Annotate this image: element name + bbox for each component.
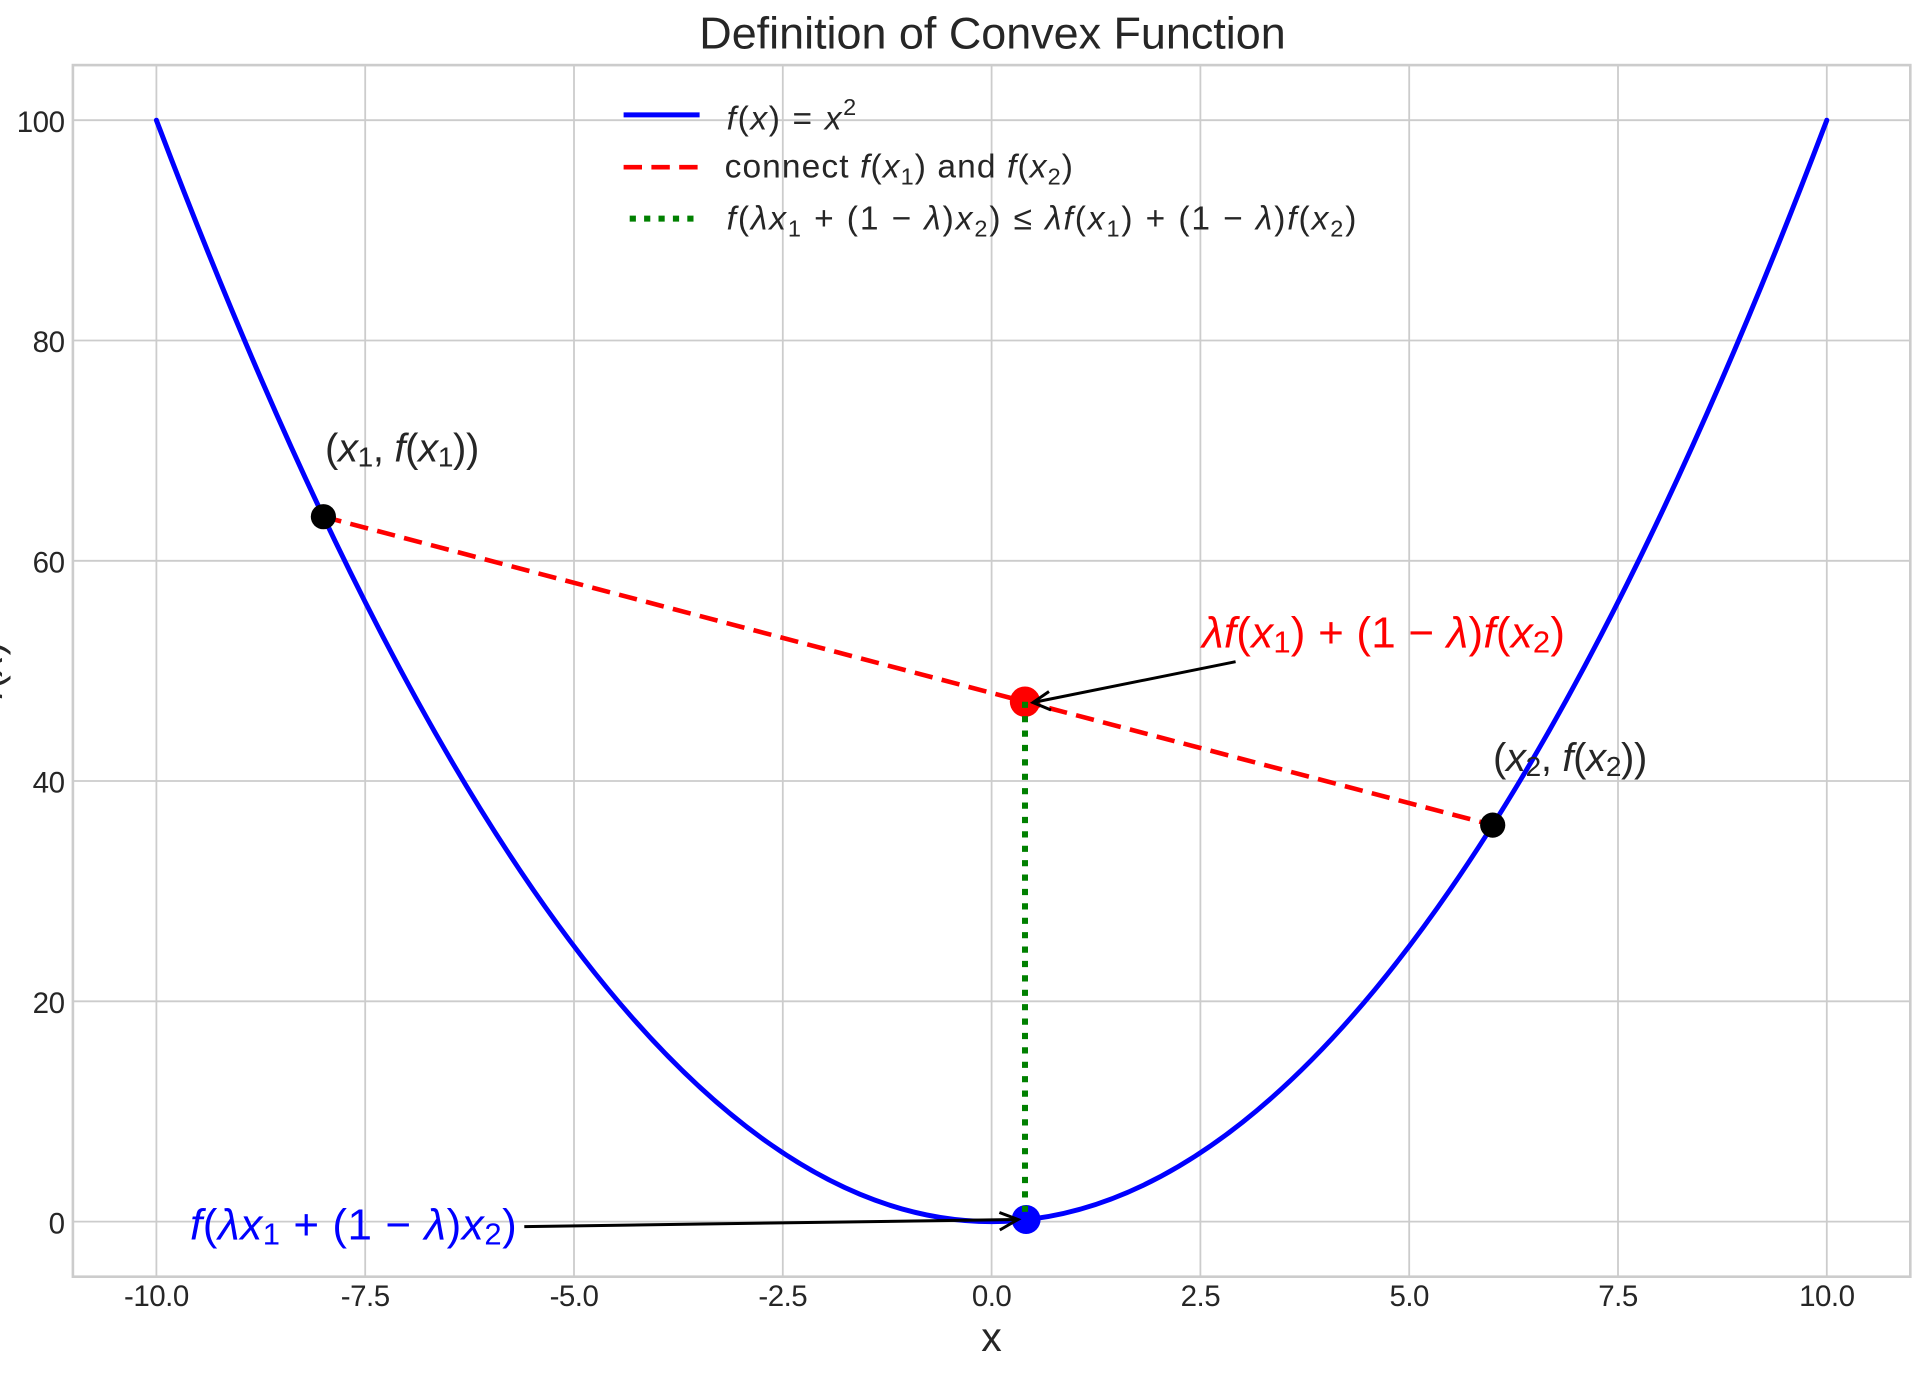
svg-text:5.0: 5.0 [1389, 1280, 1429, 1313]
svg-text:40: 40 [33, 767, 65, 800]
svg-text:λf(x1) + (1 − λ)f(x2): λf(x1) + (1 − λ)f(x2) [1200, 609, 1565, 660]
svg-text:-10.0: -10.0 [124, 1280, 189, 1313]
svg-text:0: 0 [49, 1207, 65, 1240]
svg-text:-7.5: -7.5 [341, 1280, 390, 1313]
svg-text:x: x [981, 1314, 1002, 1360]
svg-text:0.0: 0.0 [972, 1280, 1012, 1313]
svg-text:-2.5: -2.5 [758, 1280, 807, 1313]
svg-text:Definition of Convex Function: Definition of Convex Function [699, 7, 1285, 58]
svg-text:(x1, f(x1)): (x1, f(x1)) [325, 427, 479, 473]
svg-text:10.0: 10.0 [1799, 1280, 1855, 1313]
svg-text:(x2, f(x2)): (x2, f(x2)) [1493, 736, 1647, 782]
svg-text:f(λx1 + (1 − λ)x2) ≤ λf(x1) +: f(λx1 + (1 − λ)x2) ≤ λf(x1) + (1 − λ)f(x… [727, 201, 1359, 242]
svg-text:connect f(x1) and f(x2): connect f(x1) and f(x2) [725, 149, 1074, 190]
svg-text:7.5: 7.5 [1598, 1280, 1638, 1313]
svg-text:2.5: 2.5 [1181, 1280, 1221, 1313]
svg-text:100: 100 [17, 106, 65, 139]
svg-text:80: 80 [33, 326, 65, 359]
svg-text:f(x): f(x) [0, 642, 11, 700]
svg-text:20: 20 [33, 987, 65, 1020]
svg-text:-5.0: -5.0 [550, 1280, 599, 1313]
svg-text:f(λx1 + (1 − λ)x2): f(λx1 + (1 − λ)x2) [190, 1201, 517, 1252]
svg-text:f(x) = x2: f(x) = x2 [727, 94, 858, 138]
svg-text:60: 60 [33, 547, 65, 580]
